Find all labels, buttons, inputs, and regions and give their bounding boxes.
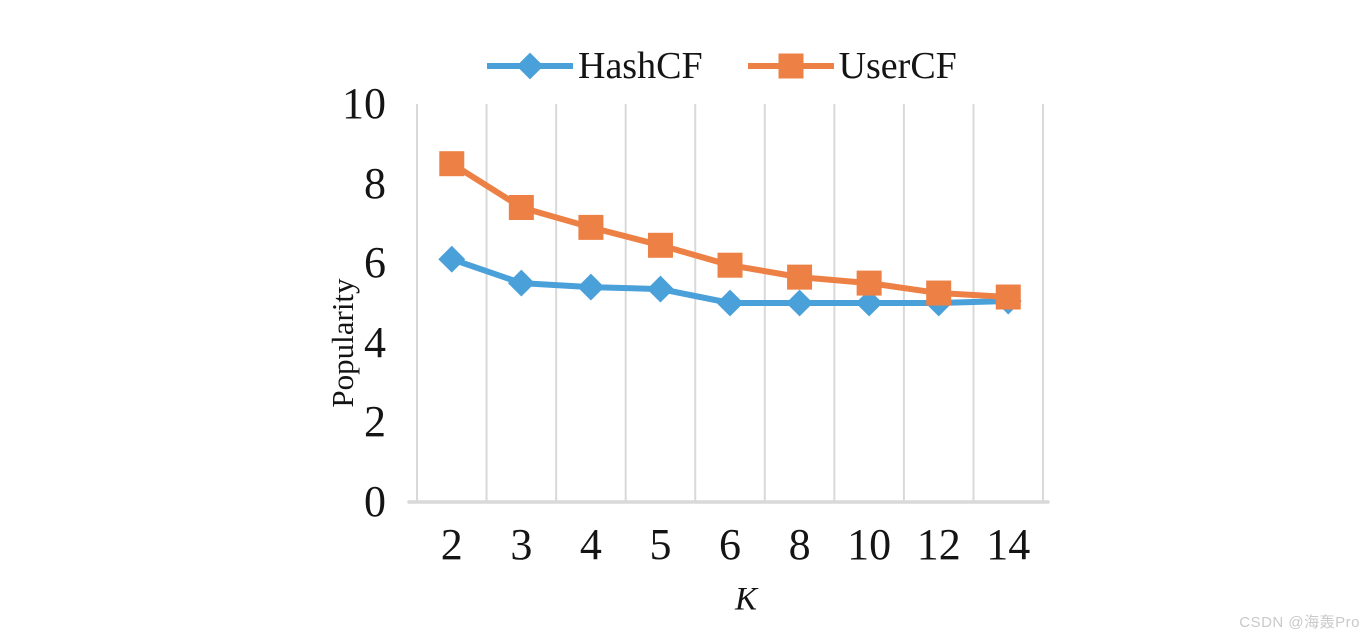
legend-label-hashcf: HashCF [578, 45, 703, 87]
y-tick-label: 4 [364, 317, 386, 367]
data-point-usercf-2 [439, 151, 465, 177]
x-tick-label: 6 [719, 520, 742, 569]
y-tick-label: 2 [364, 397, 386, 447]
data-point-usercf-8 [787, 264, 813, 290]
data-point-usercf-4 [578, 214, 604, 240]
data-point-usercf-12 [926, 280, 952, 306]
data-point-hashcf-4 [577, 273, 605, 301]
x-tick-label: 3 [510, 520, 533, 569]
y-tick-label: 8 [364, 158, 386, 208]
x-tick-label: 5 [649, 520, 672, 569]
watermark: CSDN @海轰Pro [1239, 614, 1360, 631]
x-tick-label: 10 [847, 520, 892, 569]
data-point-hashcf-5 [647, 275, 674, 303]
x-tick-label: 4 [579, 520, 602, 569]
y-tick-label: 6 [364, 238, 386, 288]
legend-item-usercf: UserCF [747, 45, 957, 87]
x-tick-label: 12 [916, 520, 961, 569]
data-point-usercf-6 [717, 252, 743, 278]
legend: HashCF UserCF [487, 47, 957, 85]
legend-item-hashcf: HashCF [487, 47, 703, 85]
data-point-usercf-3 [508, 194, 534, 220]
x-tick-label: 2 [440, 520, 463, 569]
data-point-hashcf-6 [716, 289, 744, 317]
y-tick-label: 0 [364, 477, 386, 526]
y-tick-label: 10 [342, 79, 386, 128]
data-point-hashcf-3 [507, 269, 535, 297]
data-point-hashcf-8 [786, 289, 814, 317]
data-point-usercf-5 [647, 232, 673, 258]
data-point-usercf-14 [995, 284, 1021, 310]
data-point-hashcf-2 [438, 245, 466, 273]
x-axis-title: K [734, 581, 758, 618]
legend-swatch [747, 53, 834, 79]
x-tick-label: 14 [986, 520, 1031, 569]
legend-label-usercf: UserCF [838, 45, 957, 87]
legend-swatch [487, 52, 573, 80]
data-point-usercf-10 [856, 270, 882, 296]
x-tick-label: 8 [788, 520, 811, 569]
